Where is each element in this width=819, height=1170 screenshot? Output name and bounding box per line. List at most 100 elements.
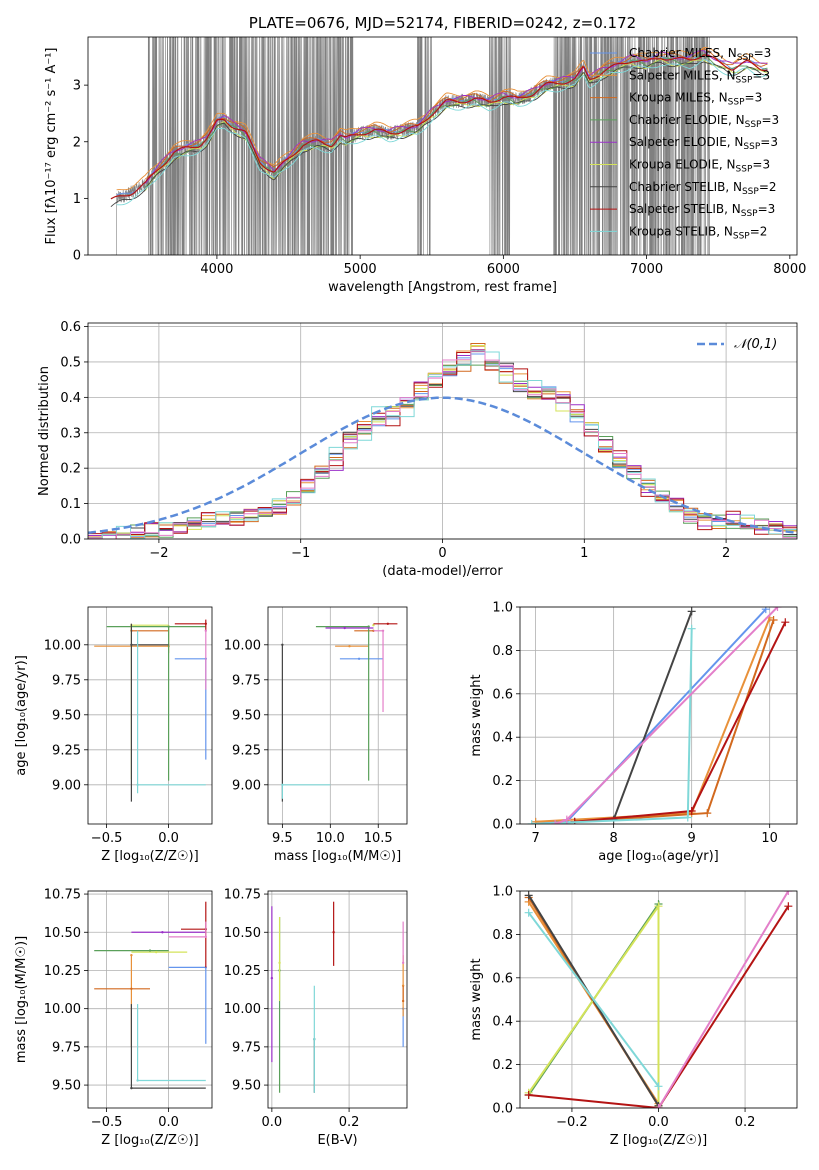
errorbar (335, 645, 369, 648)
massweight-marker (781, 618, 790, 627)
tick-label-x: 10.5 (364, 831, 393, 846)
tick-label-y: 10.00 (224, 1002, 261, 1017)
y-axis-label: mass weight (469, 958, 484, 1040)
tick-label-y: 0 (73, 249, 81, 264)
x-axis-label: age [log₁₀(age/yr)] (598, 849, 719, 864)
tick-label-y: 0.4 (60, 391, 81, 406)
errorbar (373, 629, 385, 712)
tick-label-y: 10.00 (224, 638, 261, 653)
axes-frame (267, 890, 408, 1109)
errorbar (354, 629, 375, 632)
x-axis-label: mass [log₁₀(M/M☉)] (274, 849, 401, 864)
errorbar (401, 985, 405, 1003)
tick-label-y: 0.8 (492, 644, 513, 659)
massweight-marker (527, 820, 536, 824)
errorbar (174, 619, 207, 631)
tick-label-y: 0.6 (492, 971, 513, 986)
axes-frame (519, 606, 798, 825)
y-axis-label: mass [log₁₀(M/M☉)] (14, 936, 29, 1063)
errorbar (313, 985, 316, 1093)
errorbar (94, 949, 169, 952)
chart-title: PLATE=0676, MJD=52174, FIBERID=0242, z=0… (249, 14, 636, 32)
errorbar-point (313, 1038, 316, 1041)
errorbar-point (357, 657, 361, 660)
legend-label: Chabrier ELODIE, NSSP=3 (629, 113, 779, 130)
tick-label-y: 10.75 (44, 888, 81, 903)
errorbar-point (130, 987, 133, 991)
tick-label-y: 9.25 (232, 743, 261, 758)
axes-residuals: −2 −1 0 1 2 0.0 0.1 0.2 0.3 0.4 0.5 0.6 (data-model)… (37, 320, 798, 579)
tick-label-y: 9.75 (232, 1040, 261, 1055)
tick-label-y: 10.25 (224, 964, 261, 979)
observed-spectrum (110, 37, 710, 255)
tick-label-x: 0 (438, 546, 446, 561)
errorbar-point (372, 629, 375, 632)
errorbar (94, 625, 170, 654)
tick-label-y: 9.00 (232, 778, 261, 793)
tick-label-y: 10.50 (224, 926, 261, 941)
tick-label-x: −2 (149, 546, 168, 561)
axes-frame (519, 890, 798, 1109)
axes-frame (267, 606, 408, 825)
histogram-series (88, 349, 797, 539)
axes-frame (87, 606, 213, 825)
tick-label-x: 6000 (487, 262, 520, 277)
tick-label-y: 0.5 (60, 355, 81, 370)
errorbar-point (381, 629, 385, 632)
tick-label-x: 1 (580, 546, 588, 561)
tick-label-y: 0.6 (60, 320, 81, 335)
tick-label-x: 10.0 (316, 831, 345, 846)
errorbar-point (155, 950, 158, 954)
errorbar-point (281, 783, 284, 786)
errorbar (136, 630, 206, 794)
legend-count: =3 (758, 202, 776, 216)
errorbar (131, 931, 206, 934)
tick-label-y: 0.2 (60, 462, 81, 477)
tick-label-y: 10.00 (44, 638, 81, 653)
legend-subscript: SSP (741, 209, 758, 219)
legend-label: Chabrier STELIB, NSSP=2 (629, 180, 777, 197)
errorbar (401, 921, 405, 965)
tick-label-x: −1 (291, 546, 310, 561)
errorbar (136, 1004, 206, 1082)
legend-label: 𝒩(0,1) (734, 337, 777, 352)
massweight-series (527, 912, 660, 1087)
errorbar-point (348, 645, 351, 648)
errorbar (281, 643, 284, 802)
errorbar-point (161, 931, 164, 934)
legend-subscript: SSP (743, 142, 760, 152)
tick-label-y: 9.50 (52, 1079, 81, 1094)
massweight-marker (524, 908, 533, 917)
tick-label-x: 9 (688, 831, 696, 846)
tick-label-y: 10.25 (44, 964, 81, 979)
tick-label-y: 0.6 (492, 687, 513, 702)
tick-label-y: 0.4 (492, 1015, 513, 1030)
x-axis-label: Z [log₁₀(Z/Z☉)] (610, 1133, 707, 1148)
errorbar-point (204, 622, 207, 625)
massweight-series (574, 621, 787, 823)
model-line (144, 50, 768, 184)
legend-count: =3 (754, 46, 772, 60)
tick-label-y: 0.2 (492, 1058, 513, 1073)
errorbar-point (332, 931, 335, 934)
errorbar-point (401, 961, 405, 965)
errorbar (106, 625, 206, 781)
legend-subscript: SSP (733, 231, 750, 241)
tick-label-x: 7 (531, 831, 539, 846)
y-axis-label: Flux [fλ10⁻¹⁷ erg cm⁻² s⁻¹ A⁻¹] (44, 48, 59, 245)
x-axis-label: Z [log₁₀(Z/Z☉)] (101, 849, 198, 864)
legend-subscript: SSP (737, 53, 754, 63)
normal-curve (88, 396, 797, 535)
tick-label-x: 4000 (200, 262, 233, 277)
tick-label-x: 0.0 (158, 831, 179, 846)
tick-label-y: 2 (73, 135, 81, 150)
errorbar-point (204, 935, 207, 939)
massweight-marker (654, 1082, 663, 1091)
tick-label-y: 10.75 (224, 888, 261, 903)
tick-label-y: 0.0 (492, 818, 513, 833)
massweight-marker (654, 902, 663, 911)
legend-count: =3 (761, 113, 779, 127)
model-line (110, 61, 768, 207)
tick-label-y: 3 (73, 79, 81, 94)
tick-label-y: 0.0 (60, 533, 81, 548)
